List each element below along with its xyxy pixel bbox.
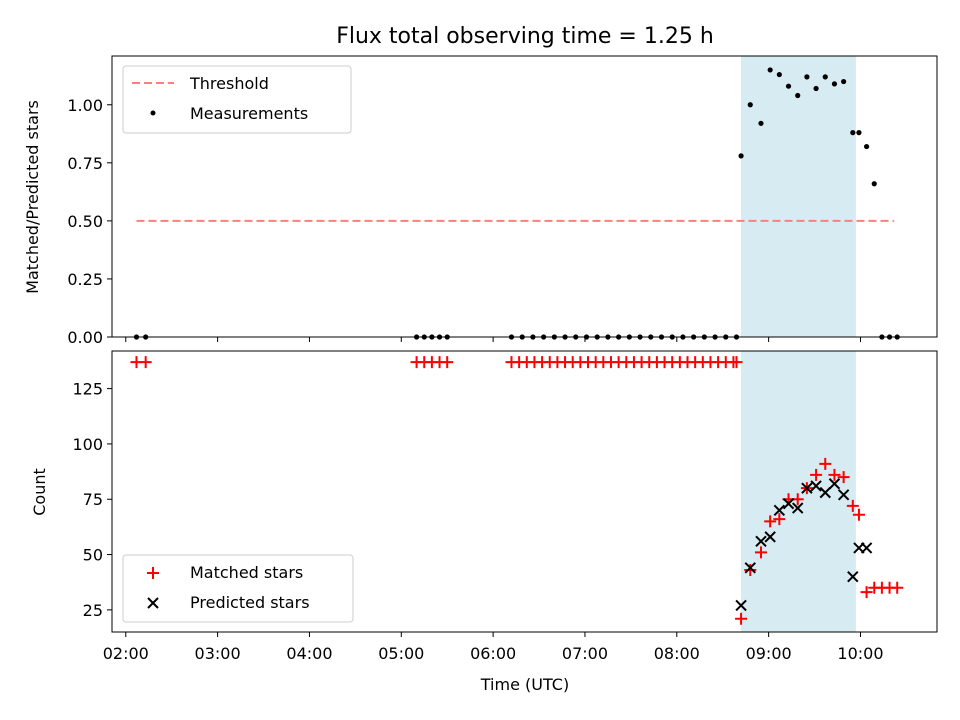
top-y-tick-label: 0.00 [67,328,103,347]
predicted-star-marker [847,570,859,583]
x-tick-label: 08:00 [654,644,700,663]
matched-star-marker [754,546,767,559]
matched-star-marker [837,471,850,484]
predicted-star-marker [810,480,822,492]
x-axis-label: Time (UTC) [480,675,569,694]
predicted-star-marker [828,478,841,490]
top-x-axis-ticks [125,337,861,342]
top-y-tick-label: 0.75 [67,154,103,173]
predicted-star-marker [792,502,804,514]
legend-predicted-swatch [147,597,159,609]
measurement-point [831,81,838,87]
measurement-point [758,120,764,126]
matched-star-marker [810,468,823,481]
top-y-tick-label: 0.25 [67,270,103,289]
bottom-y-tick-label: 100 [72,435,103,454]
x-tick-label: 02:00 [103,644,149,663]
matched-star-marker [773,513,786,526]
top-shaded-region [741,56,856,337]
legend-predicted-label: Predicted stars [190,593,310,612]
measurement-point [863,143,870,150]
predicted-star-marker [755,535,767,547]
bottom-y-tick-label: 75 [83,490,103,509]
top-y-axis-label: Matched/Predicted stars [23,100,42,294]
matched-star-marker [860,586,873,599]
top-plot-frame [111,55,938,338]
top-legend: Threshold Measurements [122,65,352,134]
bottom-panel: 25 50 75 100 125 02:00 03:00 04:00 05:00 06:00 07… [30,350,938,694]
predicted-star-marker [735,599,747,612]
predicted-star-marker [764,531,776,543]
measurement-point [871,181,877,187]
matched-star-marker [891,581,904,594]
x-tick-label: 04:00 [286,644,332,663]
measurement-point [822,74,828,80]
x-tick-label: 06:00 [470,644,516,663]
measurement-point [856,130,862,136]
x-tick-label: 05:00 [378,644,424,663]
bottom-x-axis: 02:00 03:00 04:00 05:00 06:00 07:00 08:00 09:00… [103,632,884,663]
predicted-star-marker [744,562,756,574]
legend-matched-swatch [147,567,159,579]
x-tick-label: 03:00 [195,644,241,663]
legend-matched-label: Matched stars [190,563,303,582]
x-tick-label: 09:00 [746,644,792,663]
matched-star-marker [764,515,777,528]
predicted-star-marker [773,504,786,517]
top-y-tick-label: 0.50 [67,212,103,231]
bottom-y-tick-label: 50 [83,546,103,565]
x-tick-label: 07:00 [562,644,608,663]
bottom-y-axis: 25 50 75 100 125 [72,380,112,620]
legend-measurements-label: Measurements [190,104,308,123]
bottom-plot-frame [111,350,938,633]
predicted-star-marker [819,486,831,499]
legend-measurements-swatch [150,110,156,116]
matched-star-marker [735,612,748,625]
top-y-tick-label: 1.00 [67,96,103,115]
top-shade-band [741,56,856,337]
measurement-point [738,153,744,159]
top-panel: 0.00 0.25 0.50 0.75 1.00 Matched/Predicted s… [23,55,938,347]
predicted-star-marker [860,542,873,554]
measurement-point [767,67,773,73]
chart-title: Flux total observing time = 1.25 h [336,24,714,49]
matched-star-marker [744,564,757,577]
measurement-point [776,71,782,78]
measurement-point [804,74,810,80]
measurement-point [785,83,792,89]
bottom-legend-box [122,554,354,623]
measurement-point [795,92,801,99]
matched-star-marker [828,468,841,481]
bottom-y-tick-label: 25 [83,601,103,620]
top-y-axis: 0.00 0.25 0.50 0.75 1.00 [67,96,112,347]
bottom-shade-band [741,351,856,632]
top-legend-box [122,65,352,134]
predicted-star-marker [837,489,850,501]
measurement-point [813,85,819,92]
matched-star-marker [852,508,865,521]
matched-star-marker [819,457,832,470]
measurement-point [841,78,847,85]
predicted-star-marker [801,482,813,494]
predicted-star-marker [782,497,795,510]
matched-star-marker [846,499,859,512]
measurement-point [747,102,753,108]
x-tick-label: 10:00 [837,644,883,663]
measurement-point [850,130,856,136]
bottom-star-markers [130,356,904,625]
matched-star-marker [730,356,743,369]
bottom-y-tick-label: 125 [72,380,103,399]
matched-star-marker [139,356,152,369]
legend-threshold-label: Threshold [189,74,269,93]
matched-star-marker [441,356,454,369]
bottom-shaded-region [741,351,856,632]
bottom-y-axis-label: Count [30,468,49,516]
bottom-legend: Matched stars Predicted stars [122,554,354,623]
